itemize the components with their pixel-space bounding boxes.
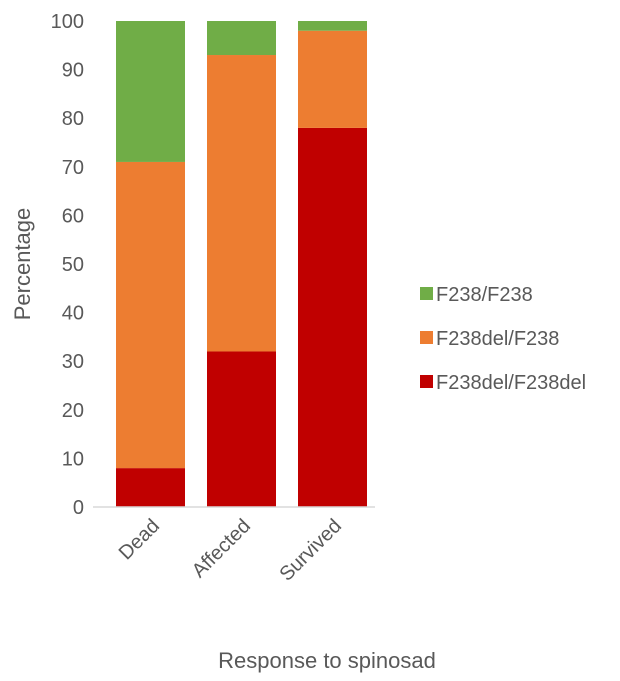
y-tick-label: 60 — [62, 205, 84, 227]
x-axis-ticks: Dead Affected Survived — [115, 515, 346, 586]
bar-segment-dead-1 — [116, 468, 185, 507]
bar-segment-survived-2 — [298, 30, 367, 128]
y-tick-label: 20 — [62, 400, 84, 422]
bar-segment-affected-3 — [207, 21, 276, 56]
x-axis-title: Response to spinosad — [218, 648, 436, 673]
y-tick-label: 50 — [62, 254, 84, 276]
y-tick-label: 10 — [62, 448, 84, 470]
legend-swatch — [420, 331, 433, 344]
legend-swatch — [420, 375, 433, 388]
bar-segment-survived-1 — [298, 127, 367, 508]
bar-segment-dead-3 — [116, 21, 185, 162]
x-tick-label: Survived — [275, 515, 346, 586]
y-tick-label: 80 — [62, 108, 84, 130]
legend-label: F238del/F238 — [436, 328, 559, 350]
y-tick-label: 40 — [62, 303, 84, 325]
y-tick-label: 0 — [73, 497, 84, 519]
legend: F238/F238 F238del/F238 F238del/F238del — [420, 284, 586, 394]
y-axis-title: Percentage — [10, 208, 35, 321]
y-tick-label: 30 — [62, 351, 84, 373]
bar-segment-affected-2 — [207, 55, 276, 352]
y-tick-label: 100 — [51, 11, 84, 33]
y-tick-label: 70 — [62, 157, 84, 179]
x-tick-label: Affected — [188, 515, 255, 582]
bars — [116, 21, 367, 508]
legend-label: F238del/F238del — [436, 372, 586, 394]
y-axis-ticks: 0 10 20 30 40 50 60 70 80 90 100 — [51, 11, 84, 519]
bar-segment-affected-1 — [207, 351, 276, 507]
legend-swatch — [420, 287, 433, 300]
x-tick-label: Dead — [115, 515, 164, 564]
bar-segment-dead-2 — [116, 161, 185, 469]
y-tick-label: 90 — [62, 60, 84, 82]
bar-segment-survived-3 — [298, 21, 367, 31]
legend-label: F238/F238 — [436, 284, 533, 306]
